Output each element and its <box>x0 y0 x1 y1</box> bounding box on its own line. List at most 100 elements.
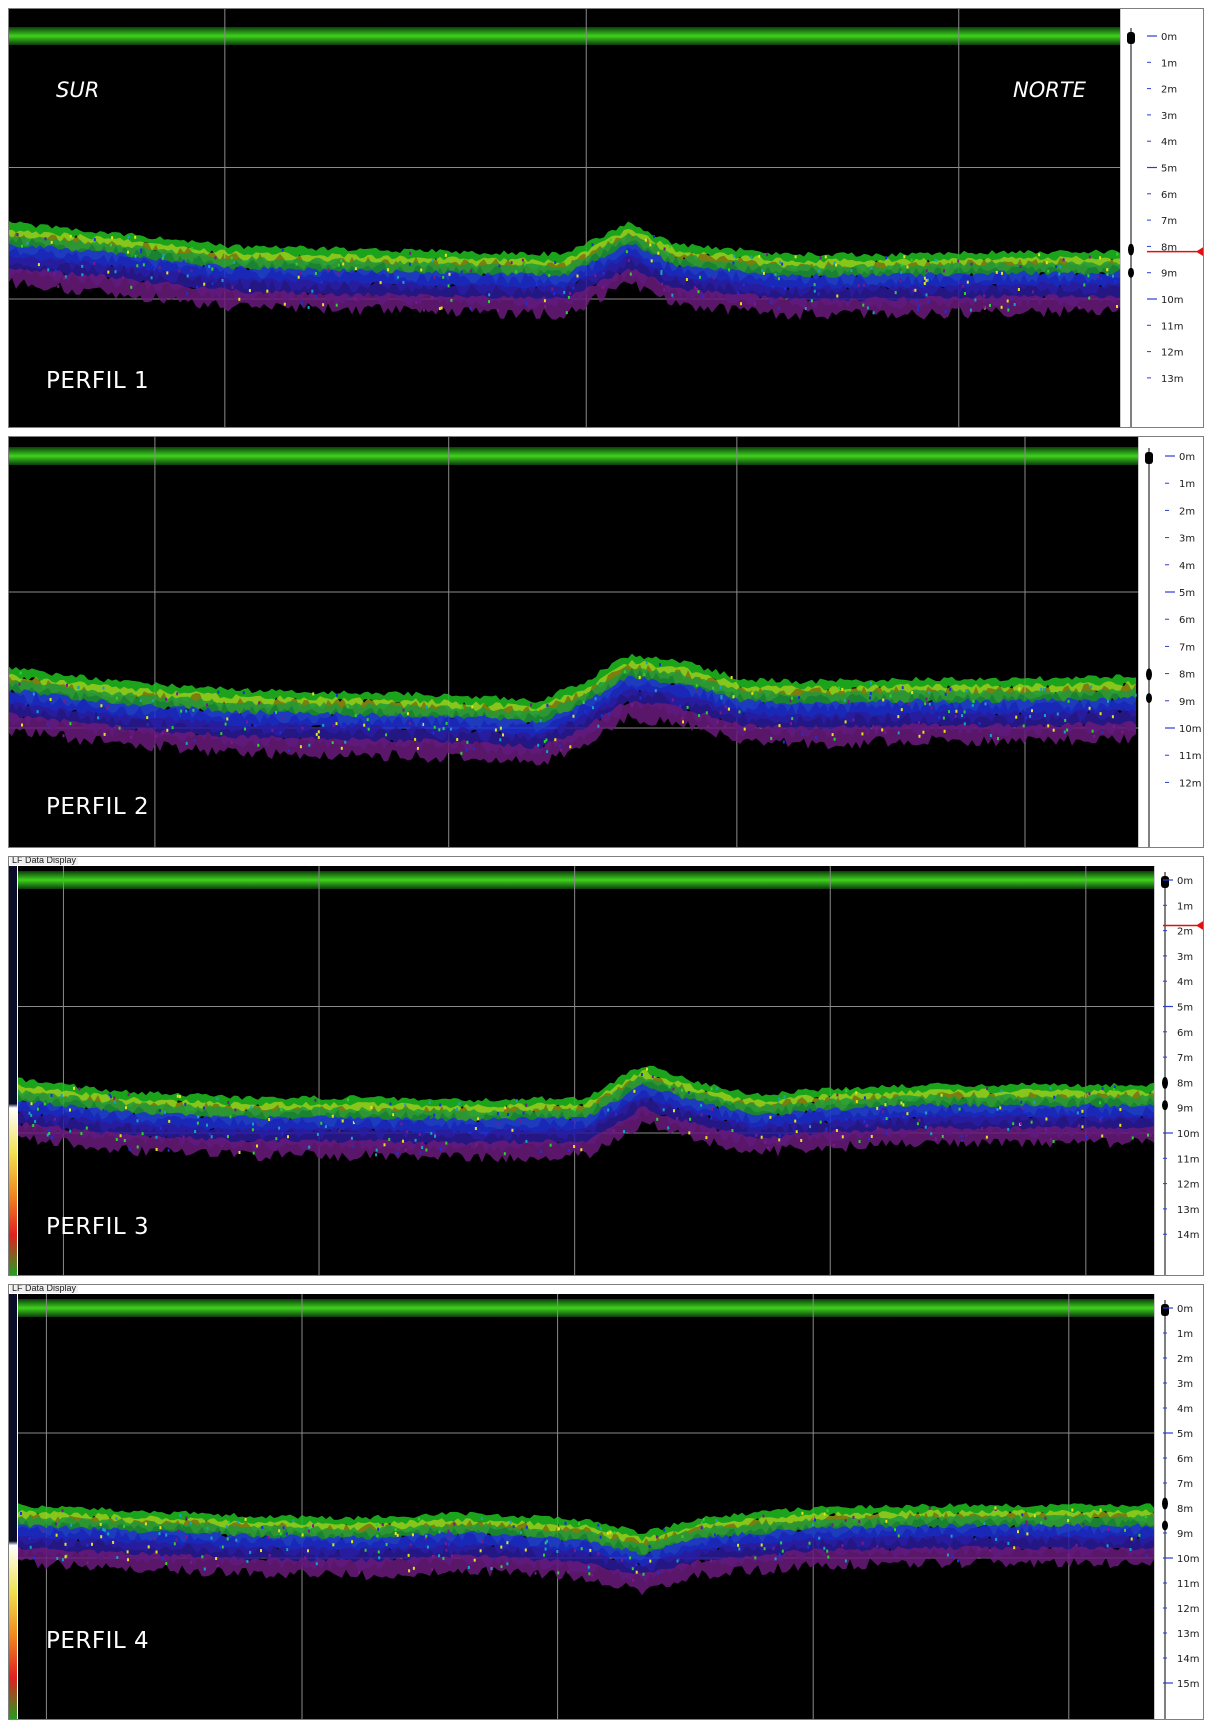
depth-marker-arrow-icon[interactable] <box>1196 246 1204 257</box>
echogram-view: PERFIL 2 <box>8 436 1138 848</box>
seabed-marker-icon <box>1128 243 1134 256</box>
depth-scale: 0m 1m 2m 3m 4m 5m 6m 7m 8m 9m 10m 11m 12m 13m 14m <box>1154 866 1204 1276</box>
depth-tick-label: 8m <box>1177 1504 1193 1515</box>
echogram-panel-4: PERFIL 4 0m 1m 2m 3m 4m 5m 6m 7m 8m 9m 10m 11m 12m 13… <box>8 1284 1204 1720</box>
depth-tick-label: 6m <box>1177 1028 1193 1039</box>
depth-scale: 0m 1m 2m 3m 4m 5m 6m 7m 8m 9m 10m 11m 12m 13m <box>1120 8 1204 428</box>
transducer-icon <box>1145 452 1153 464</box>
depth-tick-label: 7m <box>1177 1479 1193 1490</box>
depth-tick-label: 9m <box>1177 1104 1193 1115</box>
depth-tick-label: 12m <box>1177 1180 1199 1191</box>
depth-tick-label: 4m <box>1177 1404 1193 1415</box>
transducer-icon <box>1161 876 1169 888</box>
depth-tick-label: 0m <box>1179 452 1195 463</box>
depth-tick-label: 9m <box>1179 697 1195 708</box>
profile-label: PERFIL 1 <box>46 368 150 394</box>
seabed-echo <box>8 653 1137 766</box>
depth-tick-label: 4m <box>1161 137 1177 148</box>
echogram-view: SUR NORTE PERFIL 1 <box>8 8 1120 428</box>
transducer-icon <box>1127 32 1135 44</box>
depth-tick-label: 13m <box>1161 374 1183 385</box>
depth-tick-label: 2m <box>1161 85 1177 96</box>
depth-tick-label: 9m <box>1177 1529 1193 1540</box>
echogram-view: PERFIL 3 <box>18 866 1154 1276</box>
depth-tick-label: 7m <box>1177 1053 1193 1064</box>
depth-tick-label: 11m <box>1179 751 1201 762</box>
depth-tick-label: 15m <box>1177 1679 1199 1690</box>
color-palette-strip <box>8 1294 17 1720</box>
depth-tick-label: 1m <box>1177 1329 1193 1340</box>
depth-tick-label: 11m <box>1177 1579 1199 1590</box>
depth-tick-label: 13m <box>1177 1629 1199 1640</box>
seabed-marker-icon <box>1146 668 1152 681</box>
depth-tick-label: 5m <box>1161 164 1177 175</box>
depth-tick-label: 6m <box>1161 190 1177 201</box>
echogram-view: PERFIL 4 <box>18 1294 1154 1720</box>
surface-band <box>18 1299 1154 1317</box>
profile-label: PERFIL 3 <box>46 1214 150 1240</box>
depth-tick-label: 12m <box>1179 778 1201 789</box>
surface-band <box>8 27 1120 45</box>
depth-tick-label: 0m <box>1161 32 1177 43</box>
depth-tick-label: 3m <box>1177 952 1193 963</box>
depth-ticks: 0m 1m 2m 3m 4m 5m 6m 7m 8m 9m 10m 11m 12m 13m 14m <box>1161 872 1204 1276</box>
profile-label: PERFIL 4 <box>46 1628 150 1654</box>
depth-tick-label: 5m <box>1177 1429 1193 1440</box>
depth-ticks: 0m 1m 2m 3m 4m 5m 6m 7m 8m 9m 10m 11m 12m 13m <box>1127 28 1204 428</box>
depth-tick-label: 11m <box>1161 321 1183 332</box>
depth-tick-label: 5m <box>1177 1003 1193 1014</box>
depth-tick-label: 8m <box>1177 1078 1193 1089</box>
seabed-echo <box>8 220 1120 320</box>
depth-tick-label: 14m <box>1177 1230 1199 1241</box>
depth-tick-label: 7m <box>1179 642 1195 653</box>
depth-tick-label: 14m <box>1177 1654 1199 1665</box>
depth-tick-label: 3m <box>1177 1379 1193 1390</box>
depth-tick-label: 12m <box>1161 348 1183 359</box>
window-title: LF Data Display <box>10 1284 79 1293</box>
seabed-marker-icon <box>1162 1076 1168 1089</box>
depth-tick-label: 0m <box>1177 1304 1193 1315</box>
seabed-echo <box>18 1503 1154 1596</box>
color-palette-strip <box>8 866 17 1276</box>
depth-tick-label: 8m <box>1161 242 1177 253</box>
direction-label-south: SUR <box>56 78 100 102</box>
depth-tick-label: 10m <box>1177 1129 1199 1140</box>
depth-tick-label: 12m <box>1177 1604 1199 1615</box>
seabed-marker-icon <box>1162 1497 1168 1510</box>
echogram-panel-2: PERFIL 2 0m 1m 2m 3m 4m 5m 6m 7m 8m 9m 10m 11m 12m <box>8 436 1204 848</box>
window-title: LF Data Display <box>10 856 79 865</box>
depth-scale: 0m 1m 2m 3m 4m 5m 6m 7m 8m 9m 10m 11m 12m <box>1138 436 1204 848</box>
surface-band <box>18 871 1154 889</box>
echogram-panel-3: PERFIL 3 0m 1m 2m 3m 4m 5m 6m 7m 8m 9m 10m 11m 12m 13… <box>8 856 1204 1276</box>
depth-tick-label: 4m <box>1177 977 1193 988</box>
direction-label-north: NORTE <box>1013 78 1086 102</box>
depth-tick-label: 6m <box>1179 615 1195 626</box>
profile-label: PERFIL 2 <box>46 794 150 820</box>
depth-tick-label: 13m <box>1177 1205 1199 1216</box>
depth-marker-arrow-icon[interactable] <box>1196 920 1204 931</box>
depth-tick-label: 10m <box>1177 1554 1199 1565</box>
depth-ticks: 0m 1m 2m 3m 4m 5m 6m 7m 8m 9m 10m 11m 12m <box>1145 448 1201 848</box>
depth-tick-label: 4m <box>1179 561 1195 572</box>
depth-tick-label: 3m <box>1161 111 1177 122</box>
depth-tick-label: 1m <box>1177 901 1193 912</box>
depth-tick-label: 9m <box>1161 269 1177 280</box>
transducer-icon <box>1161 1304 1169 1316</box>
depth-tick-label: 10m <box>1161 295 1183 306</box>
surface-band <box>8 447 1138 465</box>
depth-scale: 0m 1m 2m 3m 4m 5m 6m 7m 8m 9m 10m 11m 12m 13m 14m 15m <box>1154 1294 1204 1720</box>
depth-tick-label: 2m <box>1179 506 1195 517</box>
depth-tick-label: 2m <box>1177 1354 1193 1365</box>
echogram-panel-1: SUR NORTE PERFIL 1 0m 1m 2m 3m 4m 5m 6m 7m 8m 9m 1… <box>8 8 1204 428</box>
seabed-echo <box>18 1065 1154 1163</box>
depth-tick-label: 1m <box>1179 479 1195 490</box>
depth-tick-label: 8m <box>1179 670 1195 681</box>
depth-tick-label: 2m <box>1177 927 1193 938</box>
depth-tick-label: 1m <box>1161 58 1177 69</box>
depth-tick-label: 3m <box>1179 534 1195 545</box>
depth-tick-label: 6m <box>1177 1454 1193 1465</box>
depth-ticks: 0m 1m 2m 3m 4m 5m 6m 7m 8m 9m 10m 11m 12m 13m 14m 15m <box>1161 1300 1199 1720</box>
depth-tick-label: 7m <box>1161 216 1177 227</box>
depth-tick-label: 0m <box>1177 876 1193 887</box>
depth-tick-label: 10m <box>1179 724 1201 735</box>
